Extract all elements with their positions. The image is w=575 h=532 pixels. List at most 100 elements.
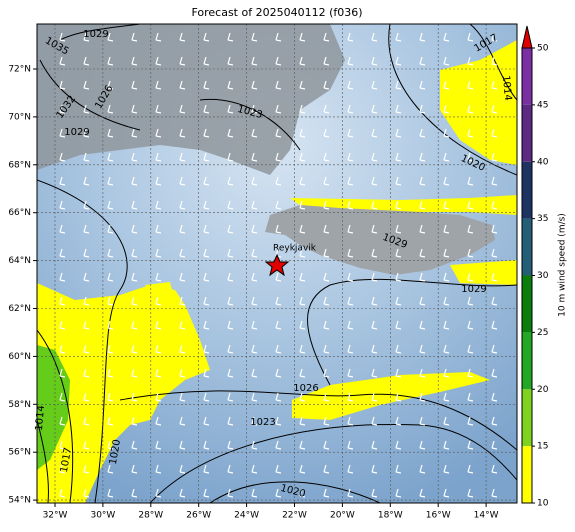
wind-barb: [59, 416, 66, 426]
contour-label: 1029: [64, 127, 89, 138]
contour-label: 1023: [250, 417, 275, 428]
wind-barb: [179, 440, 186, 450]
wind-barb: [203, 344, 210, 354]
wind-barb: [227, 440, 234, 450]
wind-barb: [155, 176, 162, 186]
wind-barb: [83, 296, 90, 306]
wind-barb: [227, 344, 234, 354]
wind-barb: [419, 440, 426, 450]
wind-barb: [323, 200, 330, 210]
lon-label: 16°W: [426, 511, 451, 521]
wind-barb: [251, 488, 258, 498]
wind-barb: [395, 128, 402, 138]
wind-barb: [155, 80, 162, 90]
lon-label: 22°W: [282, 511, 307, 521]
wind-barb: [299, 320, 306, 330]
wind-barb: [227, 248, 234, 258]
wind-barb: [203, 488, 210, 498]
wind-barb: [299, 152, 306, 162]
wind-barb: [59, 104, 66, 114]
wind-barb: [251, 224, 258, 234]
wind-barb: [251, 296, 258, 306]
wind-barb: [227, 368, 234, 378]
wind-barb: [371, 128, 378, 138]
wind-barb: [227, 32, 234, 42]
wind-barb: [347, 320, 354, 330]
wind-barb: [59, 344, 66, 354]
wind-barb: [131, 440, 138, 450]
wind-barb: [203, 272, 210, 282]
wind-barb: [419, 344, 426, 354]
wind-barb: [395, 32, 402, 42]
wind-barb: [107, 440, 114, 450]
wind-barb: [275, 464, 282, 474]
wind-barb: [299, 80, 306, 90]
wind-barb: [155, 200, 162, 210]
wind-barb: [59, 392, 66, 402]
wind-barb: [323, 416, 330, 426]
wind-barb: [227, 296, 234, 306]
wind-barb: [179, 80, 186, 90]
wind-barb: [275, 56, 282, 66]
wind-barb: [179, 32, 186, 42]
contour-label: 1029: [83, 29, 108, 40]
wind-barb: [251, 200, 258, 210]
wind-barb: [443, 272, 450, 282]
wind-barb: [419, 272, 426, 282]
colorbar-tick-label: 30: [537, 271, 549, 281]
wind-barb: [419, 416, 426, 426]
wind-barb: [491, 32, 498, 42]
lat-label: 68°N: [8, 160, 31, 170]
wind-barb: [155, 32, 162, 42]
wind-barb: [59, 200, 66, 210]
wind-barb: [395, 296, 402, 306]
wind-barb: [107, 104, 114, 114]
wind-barb: [299, 56, 306, 66]
colorbar-segment: [522, 218, 532, 276]
wind-barb: [131, 200, 138, 210]
wind-barb: [179, 56, 186, 66]
wind-barb: [131, 128, 138, 138]
wind-barb: [419, 200, 426, 210]
wind-barb: [203, 80, 210, 90]
wind-barb: [323, 152, 330, 162]
wind-barb: [131, 320, 138, 330]
wind-barb: [179, 320, 186, 330]
wind-barb: [83, 176, 90, 186]
wind-barb: [491, 440, 498, 450]
wind-barb: [299, 440, 306, 450]
wind-barb: [299, 272, 306, 282]
wind-barb: [491, 200, 498, 210]
colorbar-segment: [522, 332, 532, 390]
colorbar-segment: [522, 446, 532, 503]
wind-barb: [347, 200, 354, 210]
wind-barb: [419, 248, 426, 258]
wind-barb: [227, 56, 234, 66]
wind-barb: [275, 320, 282, 330]
wind-barb: [347, 368, 354, 378]
wind-barb: [131, 56, 138, 66]
wind-barb: [491, 152, 498, 162]
lon-label: 32°W: [43, 511, 68, 521]
wind-barb: [203, 320, 210, 330]
wind-barb: [443, 368, 450, 378]
wind-barb: [491, 128, 498, 138]
wind-barb: [443, 200, 450, 210]
wind-barb: [227, 224, 234, 234]
wind-barb: [59, 128, 66, 138]
wind-barb: [443, 440, 450, 450]
wind-barb: [299, 464, 306, 474]
wind-barb: [155, 152, 162, 162]
wind-barb: [131, 104, 138, 114]
wind-barb: [203, 416, 210, 426]
wind-barb: [299, 224, 306, 234]
wind-barb: [275, 368, 282, 378]
wind-barb: [155, 488, 162, 498]
wind-barb: [491, 320, 498, 330]
lat-label: 58°N: [8, 400, 31, 410]
wind-barb: [347, 152, 354, 162]
wind-barb: [203, 464, 210, 474]
wind-barb: [443, 104, 450, 114]
wind-barb: [203, 440, 210, 450]
wind-barb: [107, 248, 114, 258]
